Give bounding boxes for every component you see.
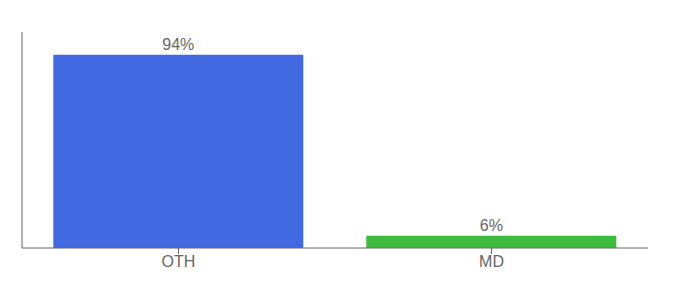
svg-text:MD: MD	[479, 253, 504, 270]
svg-text:6%: 6%	[480, 217, 503, 234]
svg-text:OTH: OTH	[162, 253, 196, 270]
svg-text:94%: 94%	[162, 36, 194, 53]
